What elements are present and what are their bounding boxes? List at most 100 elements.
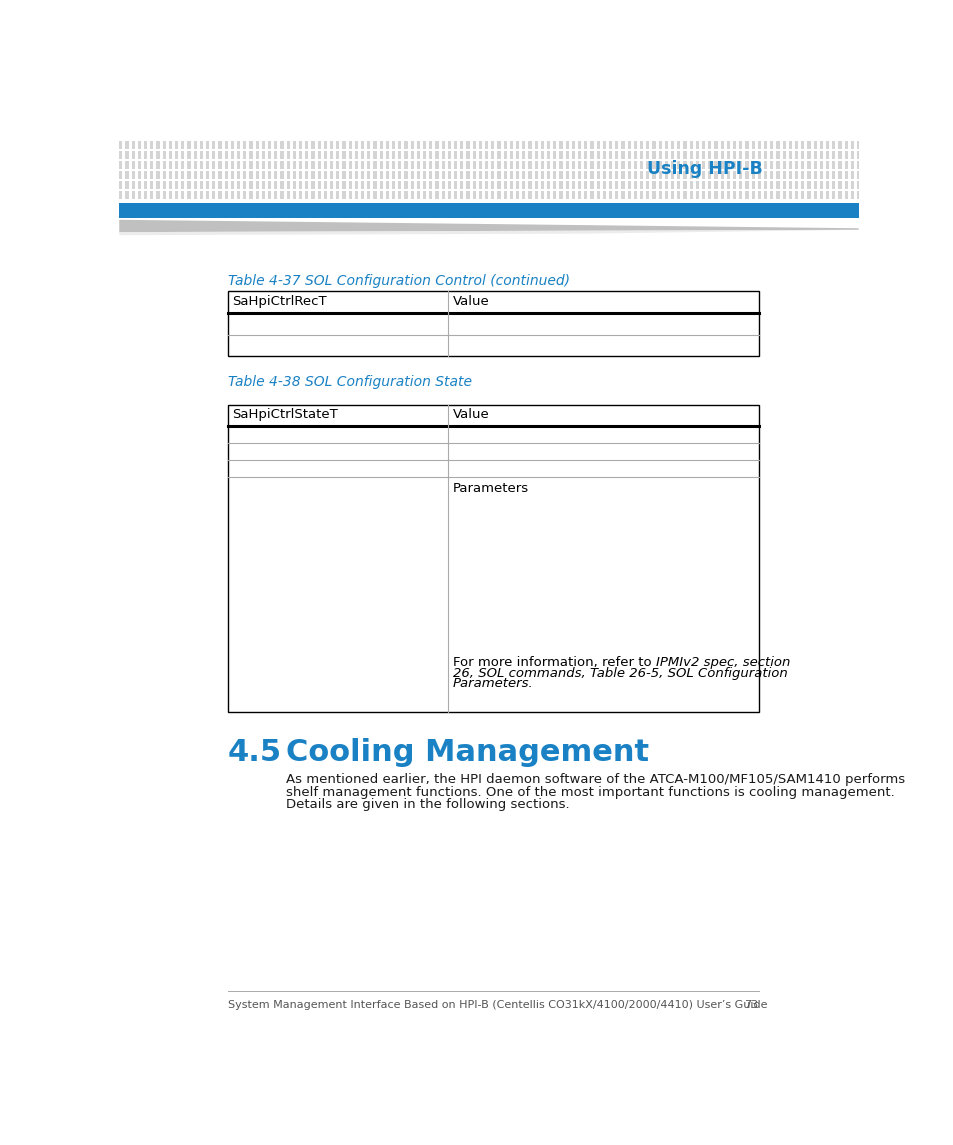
Text: Parameters: Parameters xyxy=(453,482,528,496)
Bar xyxy=(404,151,407,159)
Bar xyxy=(720,161,723,169)
Bar xyxy=(342,172,345,179)
Bar xyxy=(150,141,153,149)
Bar xyxy=(806,151,810,159)
Bar xyxy=(546,161,550,169)
Bar xyxy=(528,181,531,189)
Bar xyxy=(546,151,550,159)
Bar xyxy=(392,172,395,179)
Bar xyxy=(534,151,537,159)
Bar xyxy=(726,141,729,149)
Bar xyxy=(137,172,141,179)
Bar xyxy=(615,181,618,189)
Bar xyxy=(813,161,816,169)
Bar xyxy=(323,141,327,149)
Bar xyxy=(286,151,290,159)
Bar xyxy=(534,172,537,179)
Bar xyxy=(794,151,798,159)
Bar xyxy=(652,181,655,189)
Bar xyxy=(664,151,667,159)
Bar xyxy=(739,172,741,179)
Bar xyxy=(608,161,612,169)
Bar xyxy=(825,141,828,149)
Bar xyxy=(311,141,314,149)
Bar xyxy=(385,191,389,199)
Bar xyxy=(578,161,580,169)
Bar xyxy=(509,161,513,169)
Bar xyxy=(776,141,779,149)
Bar xyxy=(355,161,357,169)
Bar xyxy=(385,151,389,159)
Bar xyxy=(125,161,129,169)
Bar xyxy=(813,181,816,189)
Bar xyxy=(558,181,562,189)
Bar xyxy=(813,151,816,159)
Bar xyxy=(639,151,642,159)
Bar xyxy=(825,172,828,179)
Bar xyxy=(491,161,494,169)
Bar xyxy=(627,191,630,199)
Bar xyxy=(850,141,853,149)
Bar xyxy=(639,172,642,179)
Bar xyxy=(664,191,667,199)
Bar xyxy=(367,151,370,159)
Bar xyxy=(744,151,748,159)
Bar xyxy=(360,191,364,199)
Bar xyxy=(323,151,327,159)
Bar xyxy=(137,161,141,169)
Bar xyxy=(478,172,481,179)
Bar xyxy=(850,161,853,169)
Bar xyxy=(608,172,612,179)
Bar xyxy=(757,172,760,179)
Bar xyxy=(137,181,141,189)
Bar xyxy=(132,151,134,159)
Bar xyxy=(132,172,134,179)
Bar xyxy=(801,191,803,199)
Bar xyxy=(323,181,327,189)
Bar xyxy=(540,172,543,179)
Bar xyxy=(441,181,444,189)
Bar xyxy=(305,172,308,179)
Bar xyxy=(385,172,389,179)
Bar xyxy=(825,151,828,159)
Bar xyxy=(317,172,320,179)
Bar xyxy=(305,141,308,149)
Bar xyxy=(497,161,500,169)
Bar xyxy=(435,172,438,179)
Bar xyxy=(620,151,624,159)
Bar xyxy=(658,141,661,149)
Bar xyxy=(682,151,686,159)
Bar xyxy=(274,172,277,179)
Bar xyxy=(744,181,748,189)
Bar xyxy=(156,191,159,199)
Bar xyxy=(596,172,599,179)
Bar xyxy=(838,191,841,199)
Bar xyxy=(491,172,494,179)
Bar xyxy=(819,172,822,179)
Bar xyxy=(397,151,401,159)
Bar xyxy=(701,181,704,189)
Bar xyxy=(373,181,376,189)
Bar xyxy=(739,191,741,199)
Bar xyxy=(212,191,215,199)
Bar xyxy=(484,141,488,149)
Bar xyxy=(516,151,518,159)
Bar xyxy=(119,141,122,149)
Bar xyxy=(794,181,798,189)
Bar xyxy=(856,141,860,149)
Bar xyxy=(509,191,513,199)
Bar xyxy=(633,181,637,189)
Bar xyxy=(491,191,494,199)
Bar xyxy=(590,151,593,159)
Bar xyxy=(280,151,283,159)
Bar xyxy=(268,181,271,189)
Bar xyxy=(677,191,679,199)
Bar xyxy=(602,161,605,169)
Bar xyxy=(144,172,147,179)
Bar xyxy=(838,141,841,149)
Bar xyxy=(218,172,221,179)
Bar xyxy=(602,151,605,159)
Bar xyxy=(788,141,791,149)
Bar xyxy=(707,151,711,159)
Bar xyxy=(571,151,575,159)
